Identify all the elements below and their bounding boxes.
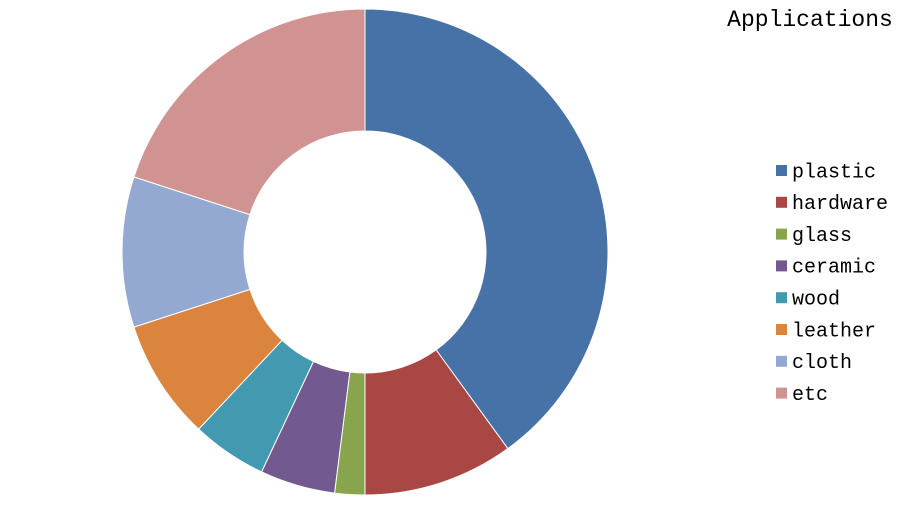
legend-label: hardware xyxy=(792,193,888,216)
chart-title: Applications xyxy=(727,7,893,33)
slice xyxy=(133,8,366,216)
slice xyxy=(364,8,609,450)
legend-swatch xyxy=(776,228,787,240)
legend-label: plastic xyxy=(792,161,876,184)
legend-label: leather xyxy=(792,320,876,343)
legend-swatch xyxy=(776,324,787,335)
legend-label: cloth xyxy=(792,352,852,375)
legend-label: glass xyxy=(792,225,852,248)
legend-swatch xyxy=(776,196,787,208)
legend-label: ceramic xyxy=(792,257,876,280)
legend-swatch xyxy=(776,260,787,272)
legend-swatch xyxy=(776,165,787,176)
legend-label: etc xyxy=(792,384,828,407)
legend-swatch xyxy=(776,355,787,367)
legend-swatch xyxy=(776,387,787,399)
legend-swatch xyxy=(776,292,787,304)
legend-label: wood xyxy=(792,288,840,311)
